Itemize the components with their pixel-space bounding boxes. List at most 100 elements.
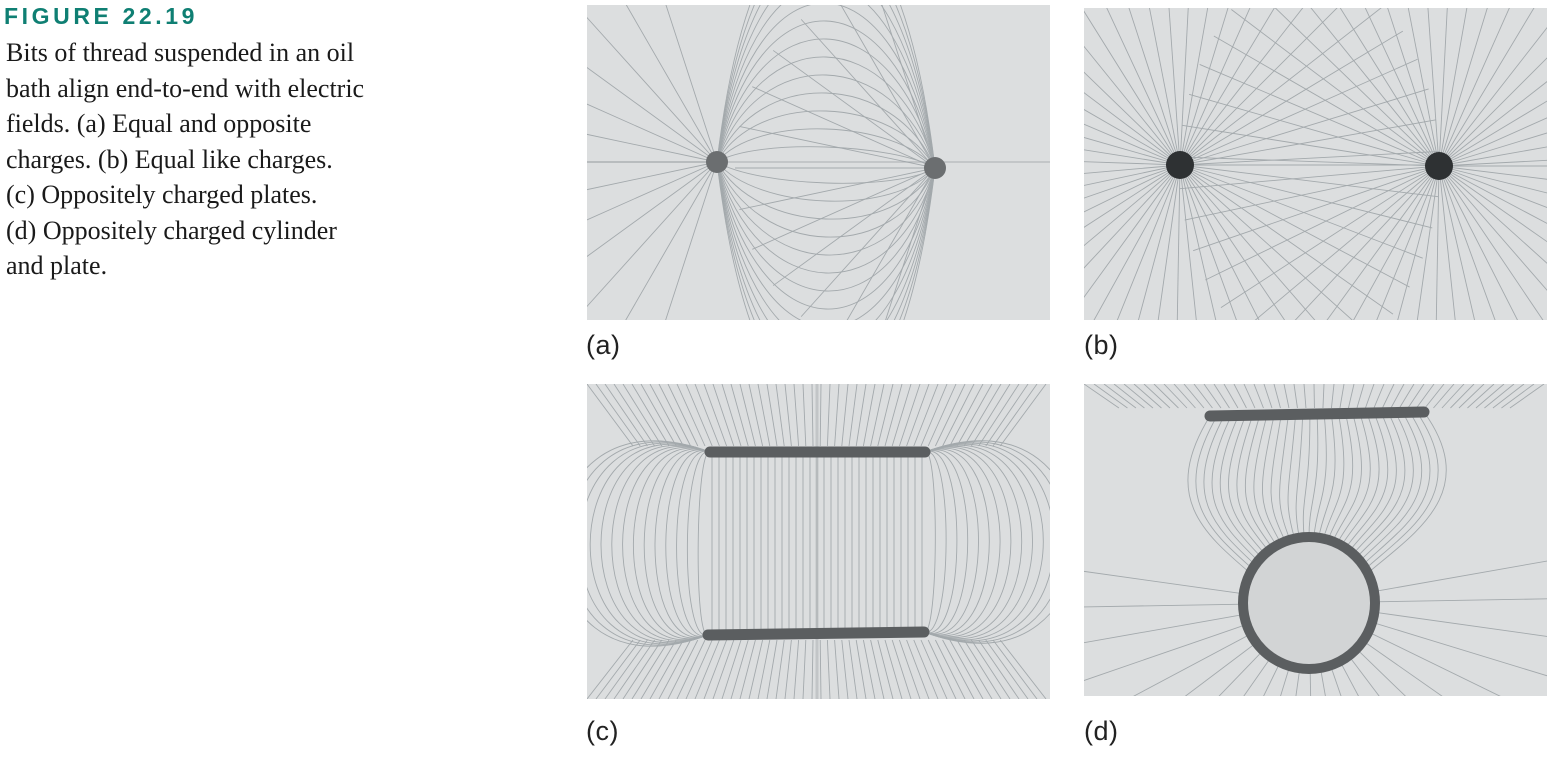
- field-line: [1084, 164, 1181, 174]
- field-line: [643, 448, 711, 639]
- field-line: [1179, 164, 1197, 320]
- field-line: [1233, 384, 1247, 409]
- field-line: [1093, 384, 1128, 409]
- caption-line: Bits of thread suspended in an oil: [6, 38, 355, 67]
- field-line: [772, 50, 936, 169]
- field-line: [600, 444, 711, 643]
- field-line: [891, 384, 912, 447]
- field-line: [819, 384, 822, 447]
- field-line: [613, 384, 655, 447]
- field-line: [913, 384, 939, 447]
- field-line: [739, 167, 936, 211]
- field-line: [685, 384, 713, 447]
- field-line: [802, 384, 807, 447]
- field-line: [1374, 598, 1547, 603]
- field-line: [1195, 415, 1253, 570]
- field-line: [1273, 384, 1281, 409]
- field-line: [1362, 640, 1443, 696]
- field-line: [1179, 8, 1209, 166]
- field-line: [826, 384, 831, 447]
- field-line: [716, 161, 936, 320]
- field-line: [1438, 165, 1547, 224]
- field-line: [1322, 413, 1345, 539]
- field-line: [625, 5, 718, 163]
- field-line: [716, 38, 936, 169]
- field-line: [716, 110, 936, 169]
- field-line: [1084, 164, 1181, 199]
- field-line: [1356, 412, 1414, 558]
- field-line: [793, 384, 800, 447]
- field-line: [1084, 92, 1181, 166]
- field-line: [811, 384, 814, 447]
- field-line: [716, 5, 936, 169]
- field-line: [942, 639, 975, 699]
- field-line: [716, 161, 936, 274]
- field-line: [1339, 661, 1359, 696]
- field-line: [1211, 415, 1259, 562]
- field-line: [1084, 164, 1181, 186]
- field-line: [1349, 412, 1397, 552]
- field-line: [1084, 71, 1181, 166]
- field-line: [1219, 415, 1262, 558]
- field-line: [589, 443, 711, 644]
- field-line: [712, 384, 735, 447]
- field-line: [1243, 656, 1272, 696]
- field-line: [694, 384, 720, 447]
- field-line: [1084, 10, 1181, 166]
- field-line: [587, 66, 718, 163]
- field-line: [1283, 384, 1290, 409]
- field-line: [1168, 8, 1181, 166]
- field-line: [1322, 384, 1325, 409]
- field-line: [1184, 165, 1440, 221]
- field-line: [841, 384, 849, 447]
- field-line: [923, 442, 1050, 642]
- field-line: [1223, 384, 1239, 409]
- field-line: [1407, 8, 1440, 167]
- field-line: [898, 384, 921, 447]
- field-line: [971, 639, 1011, 699]
- field-line: [800, 167, 936, 317]
- field-line: [649, 384, 684, 447]
- field-line: [971, 384, 1011, 447]
- field-line: [716, 161, 936, 238]
- panel-b-image: [1084, 8, 1547, 320]
- charge-electrode: [924, 157, 946, 179]
- field-line: [906, 639, 930, 699]
- field-line: [1179, 8, 1189, 166]
- field-line: [716, 92, 936, 169]
- field-line: [1163, 384, 1188, 409]
- field-line: [999, 639, 1047, 699]
- field-line: [1179, 164, 1423, 259]
- field-line: [716, 20, 936, 169]
- field-line: [934, 639, 966, 699]
- field-line: [676, 384, 706, 447]
- field-line: [898, 639, 921, 699]
- field-line: [1179, 164, 1316, 320]
- field-line: [1450, 384, 1475, 409]
- field-line: [1365, 411, 1439, 570]
- field-line: [862, 384, 876, 447]
- field-line: [712, 639, 735, 699]
- field-line: [716, 74, 936, 169]
- field-line: [906, 384, 930, 447]
- field-line: [1106, 8, 1181, 166]
- field-line: [658, 639, 691, 699]
- field-line: [716, 161, 936, 184]
- field-line: [1362, 412, 1431, 566]
- field-line: [716, 161, 936, 292]
- figure-caption: Bits of thread suspended in an oil bath …: [6, 35, 456, 284]
- field-line: [1373, 560, 1547, 592]
- field-line: [1228, 415, 1266, 555]
- field-line: [1359, 412, 1423, 562]
- field-line: [1365, 384, 1375, 409]
- field-line: [1179, 164, 1353, 320]
- field-line: [1253, 384, 1264, 409]
- field-line: [1438, 159, 1547, 167]
- field-line: [1438, 165, 1547, 291]
- field-line: [1438, 8, 1468, 167]
- panel-a-image: [587, 5, 1050, 320]
- field-line: [1179, 8, 1251, 166]
- field-line: [1179, 8, 1338, 166]
- field-line: [587, 384, 634, 447]
- field-line: [716, 5, 936, 169]
